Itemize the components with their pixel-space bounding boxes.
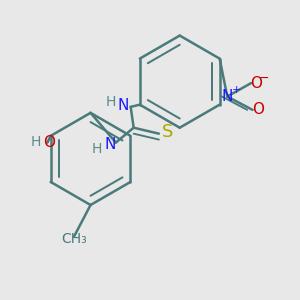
Text: N: N [118, 98, 129, 113]
Text: −: − [258, 72, 269, 85]
Text: O: O [252, 102, 264, 117]
Text: H: H [105, 94, 116, 109]
Text: S: S [162, 123, 173, 141]
Text: O: O [250, 76, 262, 91]
Text: H: H [91, 142, 102, 156]
Text: CH₃: CH₃ [61, 232, 87, 246]
Text: +: + [232, 85, 241, 95]
Text: N: N [222, 89, 233, 104]
Text: N: N [104, 136, 116, 152]
Text: O: O [43, 135, 55, 150]
Text: H: H [31, 135, 41, 149]
